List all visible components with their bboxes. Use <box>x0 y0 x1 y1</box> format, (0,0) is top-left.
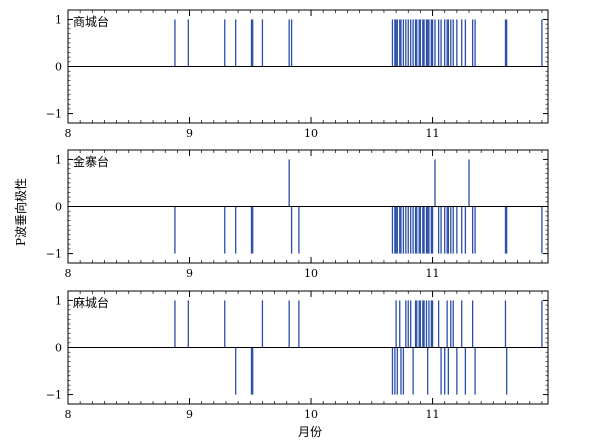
station-label: 金寨台 <box>73 154 109 169</box>
x-tick-label: 10 <box>304 127 318 140</box>
x-axis-title: 月份 <box>298 425 322 439</box>
x-tick-label: 9 <box>186 408 193 421</box>
x-tick-label: 10 <box>304 408 318 421</box>
y-axis-title: P波垂向极性 <box>13 178 28 246</box>
x-tick-label: 8 <box>65 127 72 140</box>
panel-1: 8 9 10 11 −1 0 1 商城台 <box>46 9 549 140</box>
y-tick-label: 1 <box>55 153 62 166</box>
y-tick-label: 0 <box>55 342 62 355</box>
panels-group: 8 9 10 11 −1 0 1 商城台 8 9 10 11 −1 0 1 金寨台 8 9 10 11 −1 0 1 麻城台 <box>46 9 549 421</box>
y-tick-label: 0 <box>55 201 62 214</box>
y-tick-label: 0 <box>55 61 62 74</box>
station-label: 商城台 <box>73 14 109 29</box>
y-tick-label: −1 <box>46 389 62 402</box>
panel-2: 8 9 10 11 −1 0 1 金寨台 <box>46 149 549 280</box>
x-tick-label: 9 <box>186 127 193 140</box>
x-tick-label: 11 <box>426 408 440 421</box>
station-label: 麻城台 <box>73 295 109 310</box>
x-tick-label: 8 <box>65 408 72 421</box>
y-tick-label: 1 <box>55 13 62 26</box>
x-tick-label: 9 <box>186 267 193 280</box>
x-tick-label: 11 <box>426 127 440 140</box>
x-tick-label: 10 <box>304 267 318 280</box>
y-tick-label: 1 <box>55 294 62 307</box>
y-tick-label: −1 <box>46 108 62 121</box>
x-tick-label: 11 <box>426 267 440 280</box>
panel-3: 8 9 10 11 −1 0 1 麻城台 <box>46 290 549 421</box>
y-tick-label: −1 <box>46 248 62 261</box>
x-tick-label: 8 <box>65 267 72 280</box>
